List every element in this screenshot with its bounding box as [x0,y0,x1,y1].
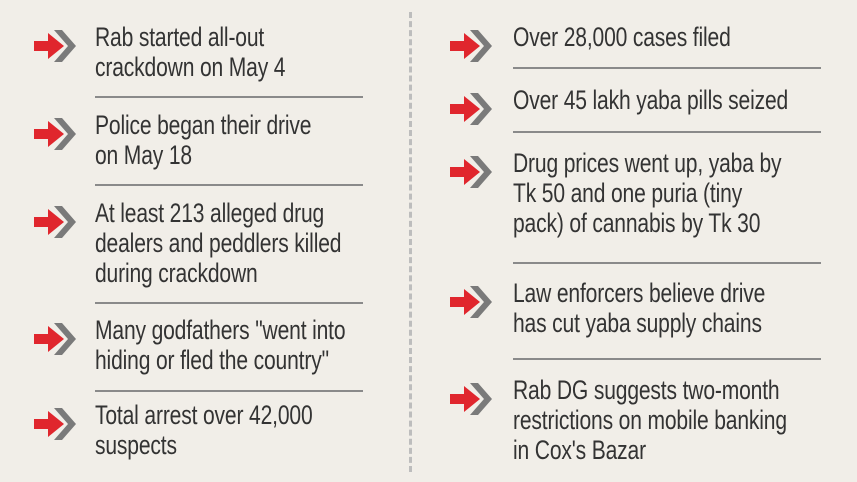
separator-rule [95,96,363,98]
arrow-icon [32,116,80,152]
fact-line: hiding or fled the country" [95,345,329,375]
arrow-icon [448,28,496,64]
separator-rule [513,67,821,69]
fact-text: Rab started all-out crackdown on May 4 [95,22,285,82]
fact-text: Law enforcers believe drive has cut yaba … [513,278,765,338]
fact-text: Rab DG suggests two-month restrictions on… [513,375,787,465]
fact-line: Law enforcers believe drive [513,278,766,308]
fact-line: suspects [95,430,177,460]
arrow-icon [448,91,496,127]
fact-line: Drug prices went up, yaba by [513,148,782,178]
arrow-icon [32,28,80,64]
fact-line: Total arrest over 42,000 [95,400,313,430]
fact-line: Over 45 lakh yaba pills seized [513,85,789,115]
arrow-icon [448,284,496,320]
arrow-icon [32,321,80,357]
fact-line: on May 18 [95,140,192,170]
column-divider [409,12,412,472]
separator-rule [95,302,363,304]
fact-line: has cut yaba supply chains [513,308,762,338]
fact-text: Over 45 lakh yaba pills seized [513,85,788,115]
separator-rule [513,131,821,133]
fact-text: At least 213 alleged drug dealers and ped… [95,198,341,288]
arrow-icon [32,406,80,442]
fact-line: At least 213 alleged drug [95,198,325,228]
fact-text: Drug prices went up, yaba by Tk 50 and on… [513,148,782,238]
fact-line: restrictions on mobile banking [513,405,787,435]
fact-line: dealers and peddlers killed [95,228,342,258]
fact-line: Rab started all-out [95,22,265,52]
fact-line: pack) of cannabis by Tk 30 [513,208,761,238]
fact-line: Rab DG suggests two-month [513,375,780,405]
separator-rule [95,184,363,186]
fact-line: during crackdown [95,258,258,288]
fact-line: crackdown on May 4 [95,52,286,82]
fact-text: Total arrest over 42,000 suspects [95,400,313,460]
arrow-icon [448,381,496,417]
fact-line: Police began their drive [95,110,312,140]
fact-text: Police began their drive on May 18 [95,110,312,170]
fact-line: Over 28,000 cases filed [513,22,731,52]
arrow-icon [32,204,80,240]
fact-line: Many godfathers "went into [95,315,346,345]
separator-rule [95,390,363,392]
fact-line: Tk 50 and one puria (tiny [513,178,743,208]
fact-line: in Cox's Bazar [513,435,646,465]
arrow-icon [448,154,496,190]
fact-text: Many godfathers "went into hiding or fled… [95,315,346,375]
separator-rule [513,358,821,360]
separator-rule [513,262,821,264]
fact-text: Over 28,000 cases filed [513,22,731,52]
